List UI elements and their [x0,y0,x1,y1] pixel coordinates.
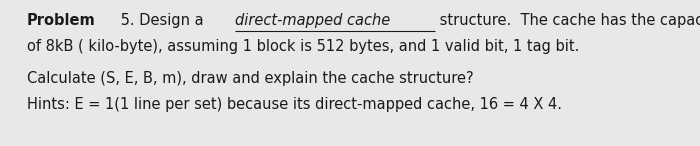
Text: Problem: Problem [27,13,96,28]
Text: Hints: E = 1(1 line per set) because its direct-mapped cache, 16 = 4 X 4.: Hints: E = 1(1 line per set) because its… [27,97,562,112]
Text: Calculate (S, E, B, m), draw and explain the cache structure?: Calculate (S, E, B, m), draw and explain… [27,71,474,86]
Text: 5. Design a: 5. Design a [116,13,208,28]
Text: structure.  The cache has the capacity: structure. The cache has the capacity [435,13,700,28]
Text: of 8kB ( kilo-byte), assuming 1 block is 512 bytes, and 1 valid bit, 1 tag bit.: of 8kB ( kilo-byte), assuming 1 block is… [27,39,580,54]
Text: direct-mapped cache: direct-mapped cache [234,13,390,28]
